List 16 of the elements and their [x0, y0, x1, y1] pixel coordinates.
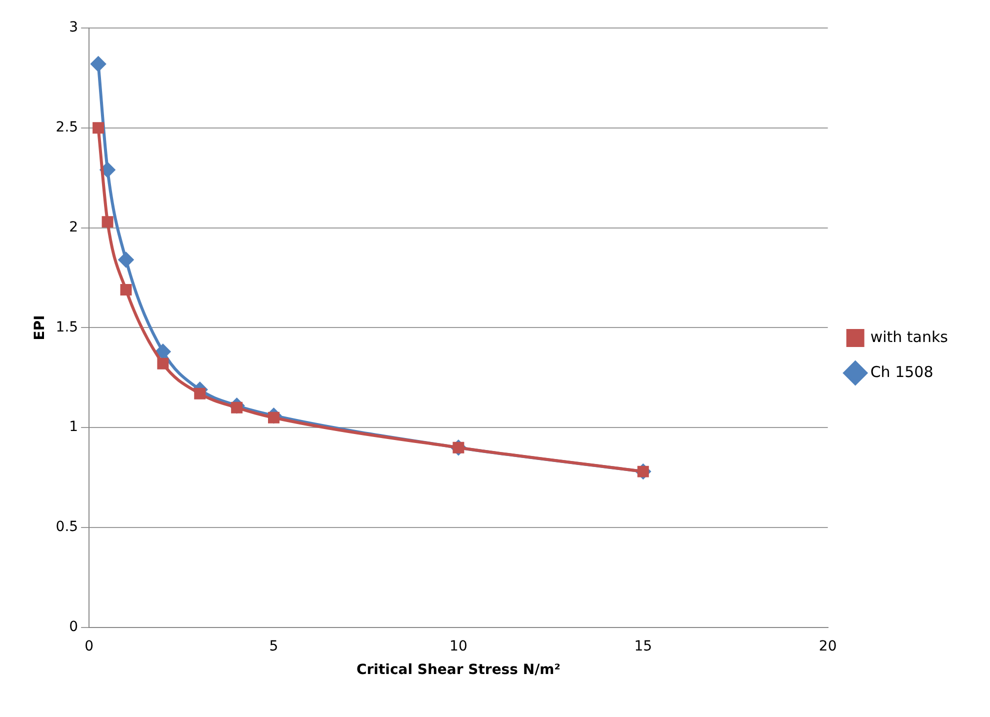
x-tick-label: 20 — [818, 638, 837, 654]
x-tick-label: 10 — [450, 638, 468, 654]
y-tick-label: 0 — [69, 619, 78, 636]
x-tick-label: 5 — [269, 638, 278, 654]
y-tick-label: 3 — [69, 20, 78, 36]
legend-label: Ch 1508 — [870, 362, 934, 381]
y-tick-label: 0.5 — [56, 519, 78, 536]
x-tick-label: 0 — [84, 638, 94, 654]
y-axis-title: EPI — [32, 315, 48, 340]
x-tick-label: 15 — [634, 638, 652, 654]
legend-label: with tanks — [870, 328, 948, 346]
y-tick-label: 1 — [69, 419, 78, 436]
x-axis-title: Critical Shear Stress N/m² — [356, 662, 560, 678]
y-tick-label: 1.5 — [56, 319, 78, 336]
y-tick-label: 2 — [69, 219, 78, 236]
y-tick-label: 2.5 — [56, 120, 78, 136]
